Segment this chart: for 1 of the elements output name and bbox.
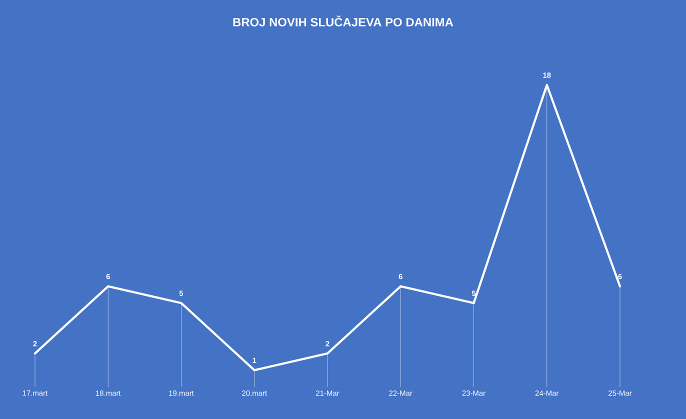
chart-title: BROJ NOVIH SLUČAJEVA PO DANIMA [233,16,454,26]
